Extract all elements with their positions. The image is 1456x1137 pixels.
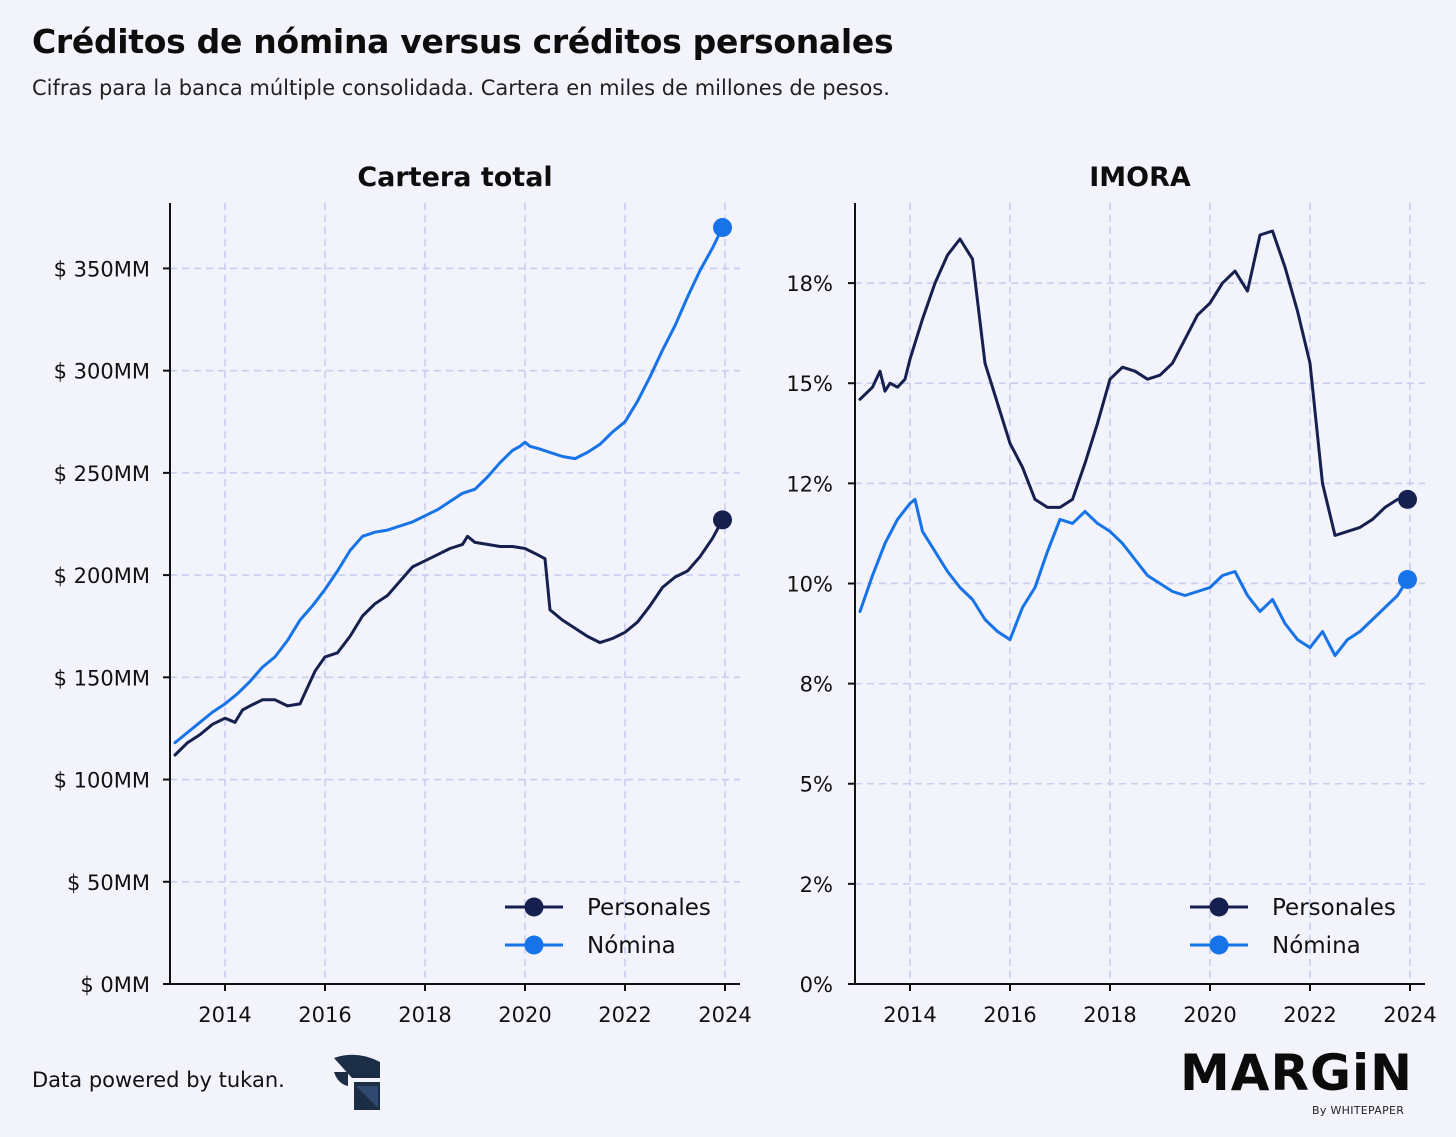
data-source-credit: Data powered by tukan.: [32, 1068, 285, 1092]
chart1-y-tick-label: $ 250MM: [54, 462, 150, 486]
chart2-title: IMORA: [1089, 162, 1191, 193]
chart1-y-tick-label: $ 100MM: [54, 769, 150, 793]
chart2-x-tick-label: 2020: [1183, 1003, 1236, 1027]
charts-canvas: Cartera total 2014 2016 2018 2020 2022 2024 $ 0…: [54, 162, 1437, 1027]
chart2-personales-line: [858, 229, 1409, 537]
chart2-legend-nomina-marker: [1209, 935, 1229, 955]
chart1-y-tick-label: $ 200MM: [54, 564, 150, 588]
chart2-y-tick-label: 18%: [786, 272, 833, 296]
chart1-legend-personales-marker: [524, 897, 544, 917]
chart1-y-tick-label: $ 0MM: [80, 973, 150, 997]
chart2-x-tick-label: 2016: [983, 1003, 1036, 1027]
chart2-y-tick-label: 5%: [800, 773, 833, 797]
chart1-personales-end-point: [713, 510, 732, 530]
chart2-y-tick-label: 10%: [786, 572, 833, 596]
chart1-x-tick-label: 2020: [498, 1003, 551, 1027]
chart2-y-tick-label: 2%: [800, 873, 833, 897]
chart2-y-tick-label: 15%: [786, 372, 833, 396]
chart2-x-tick-label: 2024: [1383, 1003, 1436, 1027]
chart2-y-tick-label: 0%: [800, 973, 833, 997]
chart1-y-tick-label: $ 350MM: [54, 257, 150, 281]
chart1-legend-personales-label: Personales: [587, 895, 711, 921]
chart1-x-tick-label: 2014: [198, 1003, 251, 1027]
chart1-x-tick-label: 2016: [298, 1003, 351, 1027]
margin-logo: MARGiN: [1180, 1044, 1413, 1102]
chart1-title: Cartera total: [357, 162, 552, 193]
chart1-y-tick-label: $ 300MM: [54, 360, 150, 384]
chart1-y-tick-label: $ 50MM: [67, 871, 150, 895]
chart1-y-tick-label: $ 150MM: [54, 666, 150, 690]
chart2-legend-personales-label: Personales: [1272, 895, 1396, 921]
chart2-x-tick-label: 2014: [883, 1003, 936, 1027]
chart1-nomina-line: [173, 226, 724, 745]
chart2-legend-nomina-label: Nómina: [1272, 933, 1361, 959]
chart1-personales-line: [173, 518, 724, 757]
chart2-personales-end-point: [1398, 489, 1417, 509]
chart2-nomina-line: [858, 497, 1409, 658]
chart1-nomina-end-point: [713, 218, 732, 238]
margin-logo-subtitle: By WHITEPAPER: [1312, 1104, 1405, 1117]
chart2-legend-personales-marker: [1209, 897, 1229, 917]
chart2-y-tick-label: 12%: [786, 472, 833, 496]
page-subtitle: Cifras para la banca múltiple consolidad…: [32, 76, 890, 100]
chart2-y-tick-label: 8%: [800, 673, 833, 697]
tukan-logo-icon: [334, 1054, 380, 1110]
chart1-legend-nomina-label: Nómina: [587, 933, 676, 959]
chart2-x-tick-label: 2022: [1283, 1003, 1336, 1027]
chart2-x-tick-label: 2018: [1083, 1003, 1136, 1027]
chart1-x-tick-label: 2022: [598, 1003, 651, 1027]
chart2-nomina-end-point: [1398, 569, 1417, 589]
chart1-x-tick-label: 2018: [398, 1003, 451, 1027]
chart1-legend-nomina-marker: [524, 935, 544, 955]
chart1-x-tick-label: 2024: [698, 1003, 751, 1027]
page-title: Créditos de nómina versus créditos perso…: [32, 22, 894, 61]
